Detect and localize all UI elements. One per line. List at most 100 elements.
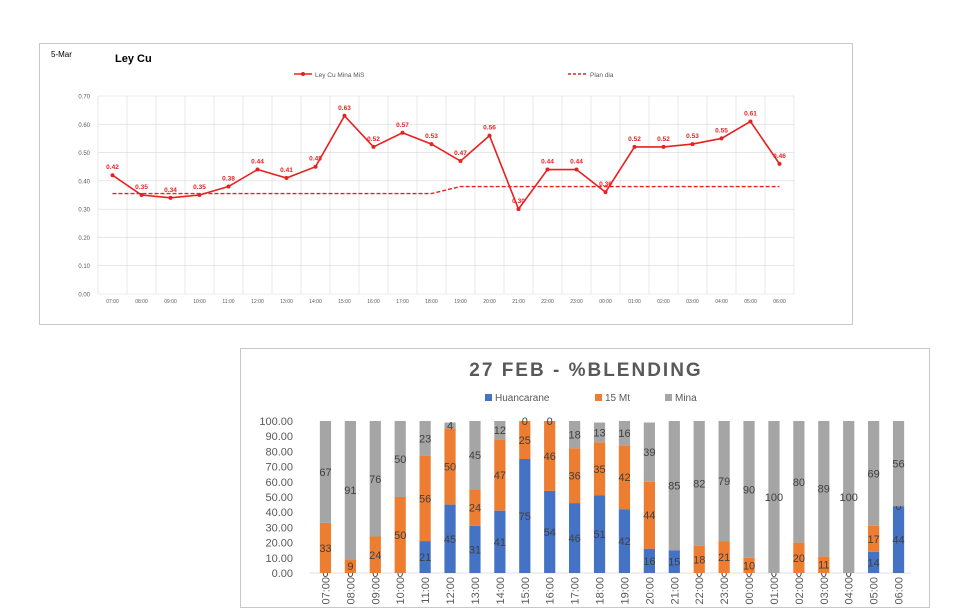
x-tick-label: 11:00 (420, 577, 432, 604)
bar-segment-mina (693, 421, 705, 546)
bar-segment-15-mt (718, 541, 730, 573)
bar-segment-huancarane (519, 459, 531, 573)
bar-data-label: 25 (519, 435, 531, 447)
bar-data-label: 0 (347, 568, 353, 580)
ley-cu-point (197, 193, 202, 197)
ley-cu-data-label: 0.46 (773, 153, 786, 160)
x-tick-label: 04:00 (715, 299, 728, 305)
bar-segment-mina (668, 421, 680, 551)
ley-cu-line-chart: 5-Mar Ley Cu Ley Cu Mina MiS Plan dia 0.00 0.… (51, 50, 795, 305)
bar-segment-mina (319, 421, 332, 523)
x-tick-label: 14:00 (495, 577, 507, 605)
bar-segment-15-mt (618, 445, 631, 510)
ley-cu-data-label: 0.38 (222, 176, 235, 183)
ley-cu-data-label: 0.44 (541, 159, 554, 166)
ley-cu-point (632, 144, 637, 149)
bar-data-label: 46 (544, 451, 556, 463)
x-tick-label: 05:00 (869, 577, 881, 605)
bar-segment-huancarane (593, 495, 606, 573)
bar-data-label: 18 (569, 430, 581, 442)
y-tick-label: 100.00 (259, 416, 293, 428)
bar-segment-15-mt (344, 559, 356, 573)
ley-cu-data-label: 0.61 (744, 110, 757, 117)
bar-segment-15-mt (593, 442, 606, 496)
bar-data-label: 50 (394, 530, 406, 542)
bar-data-label: 42 (618, 536, 630, 548)
ley-cu-point (226, 184, 231, 189)
ley-cu-data-label: 0.30 (512, 198, 525, 205)
legend-marker-ley-cu (301, 72, 305, 76)
bar-data-label: 0 (397, 568, 403, 580)
bar-data-label: 0 (846, 568, 852, 580)
bar-data-label: 0 (522, 416, 528, 428)
y-tick-label: 0.70 (78, 95, 90, 101)
bar-data-label: 13 (593, 427, 605, 439)
x-tick-label: 19:00 (454, 299, 467, 305)
bar-segment-huancarane (419, 541, 431, 573)
x-tick-label: 20:00 (483, 299, 496, 305)
bar-segment-huancarane (544, 490, 556, 573)
ley-cu-point (690, 142, 695, 147)
ley-cu-point (400, 130, 405, 135)
x-tick-label: 15:00 (520, 577, 532, 605)
bar-data-label: 18 (693, 554, 705, 566)
y-tick-label: 0.60 (78, 123, 90, 129)
x-tick-label: 16:00 (367, 299, 380, 305)
x-tick-label: 12:00 (251, 299, 264, 305)
x-tick-label: 08:00 (345, 577, 357, 605)
bar-data-label: 36 (569, 471, 581, 483)
bar-data-label: 0 (796, 568, 802, 580)
chart-title: Ley Cu (115, 53, 152, 65)
bar-data-label: 91 (344, 485, 356, 497)
bar-segment-15-mt (743, 557, 755, 573)
ley-cu-data-label: 0.53 (425, 133, 438, 140)
y-tick-label: 70.00 (265, 462, 293, 474)
x-tick-label: 21:00 (669, 577, 681, 605)
bar-segment-mina (394, 421, 406, 497)
ley-cu-point (110, 173, 115, 178)
x-tick-label: 19:00 (619, 577, 631, 605)
legend-label-plan-dia: Plan dia (590, 72, 614, 79)
x-tick-label: 17:00 (396, 299, 409, 305)
bar-segment-15-mt (394, 497, 406, 573)
ley-cu-point (313, 164, 318, 169)
x-tick-label: 05:00 (744, 299, 757, 305)
y-tick-label: 0.30 (78, 208, 90, 214)
bar-segment-15-mt (444, 428, 456, 505)
chart-title: 27 FEB - %BLENDING (469, 360, 702, 381)
x-tick-label: 18:00 (425, 299, 438, 305)
bar-data-label: 51 (593, 529, 605, 541)
bar-segment-15-mt (868, 525, 880, 552)
bar-segment-mina (618, 421, 631, 446)
bar-data-label: 100 (840, 492, 858, 504)
bar-segment-huancarane (569, 503, 581, 573)
ley-cu-data-label: 0.63 (338, 105, 351, 112)
x-tick-label: 23:00 (570, 299, 583, 305)
x-tick-label: 20:00 (644, 577, 656, 605)
y-tick-label: 80.00 (265, 446, 293, 458)
bar-data-label: 0 (372, 568, 378, 580)
bar-data-label: 16 (643, 556, 655, 568)
x-tick-label: 00:00 (599, 299, 612, 305)
bar-segment-mina (793, 421, 805, 543)
bar-segment-15-mt (519, 421, 531, 459)
x-tick-label: 01:00 (628, 299, 641, 305)
ley-cu-point (777, 161, 782, 166)
bar-data-label: 0 (696, 568, 702, 580)
y-tick-label: 10.00 (265, 553, 293, 565)
bar-segment-mina (843, 421, 855, 573)
bar-data-label: 75 (519, 511, 531, 523)
bar-data-label: 47 (494, 470, 506, 482)
y-tick-label: 20.00 (265, 538, 293, 550)
ley-cu-data-label: 0.53 (686, 133, 699, 140)
x-tick-label: 04:00 (844, 577, 856, 605)
x-tick-label: 09:00 (164, 299, 177, 305)
bar-data-label: 0 (547, 416, 553, 428)
legend-label-ley-cu: Ley Cu Mina MiS (315, 72, 365, 79)
bar-segment-huancarane (444, 504, 456, 573)
legend-label-huancarane: Huancarane (495, 393, 550, 404)
bar-data-label: 0 (895, 501, 901, 513)
bar-data-label: 4 (447, 421, 453, 433)
ley-cu-data-label: 0.55 (715, 127, 728, 134)
bar-data-label: 89 (818, 484, 830, 496)
